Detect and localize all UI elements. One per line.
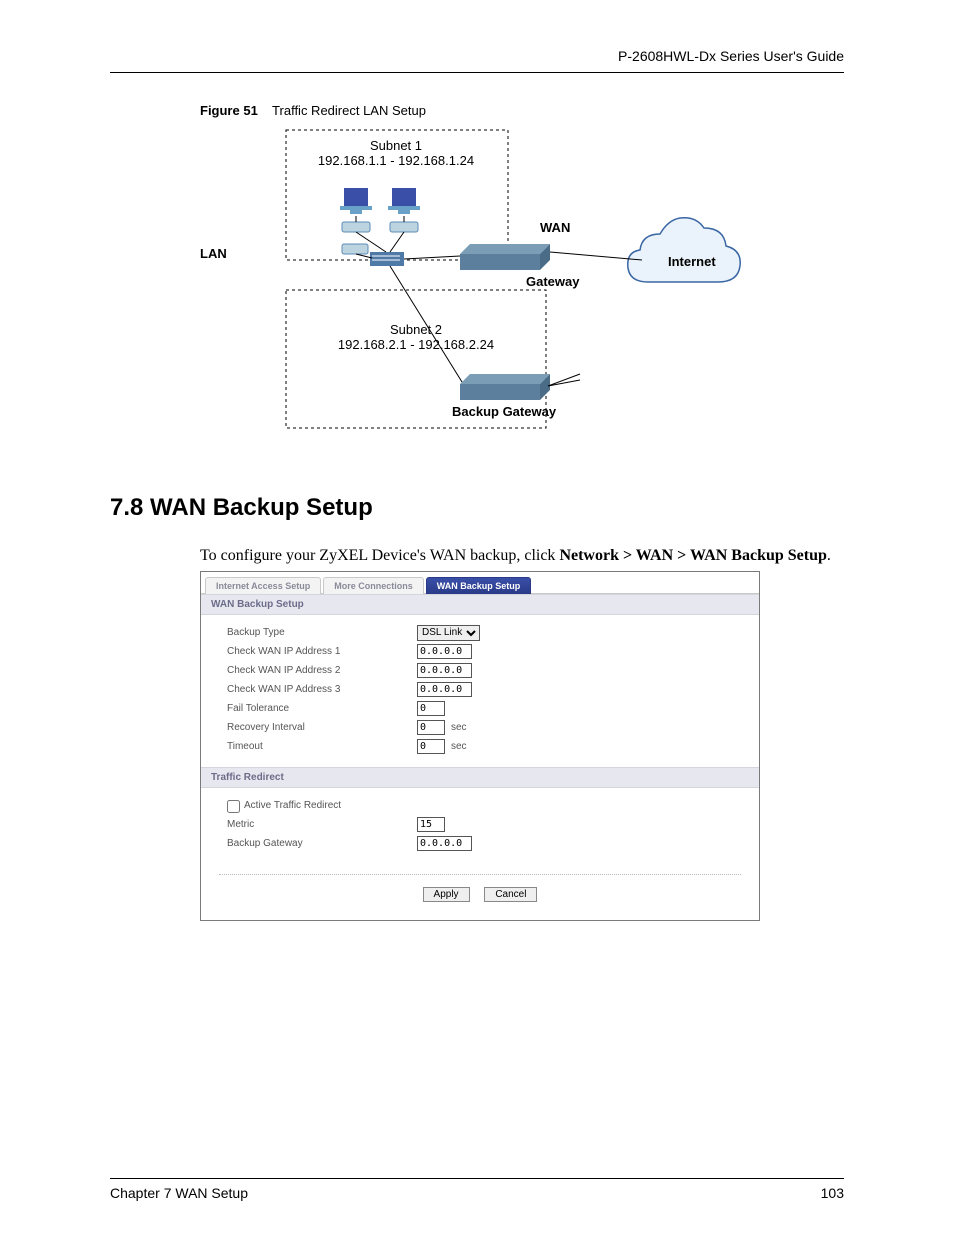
label-backup-gateway: Backup Gateway [227,838,417,849]
para-text-2: . [827,547,831,564]
doc-header: P-2608HWL-Dx Series User's Guide [110,48,844,64]
input-recovery-interval[interactable] [417,720,445,735]
figure-caption: Figure 51 Traffic Redirect LAN Setup [200,103,844,118]
section-bar-traffic-redirect: Traffic Redirect [201,767,759,788]
wan-label: WAN [540,220,570,235]
figure-number: Figure 51 [200,103,258,118]
label-backup-type: Backup Type [227,627,417,638]
label-check-ip3: Check WAN IP Address 3 [227,684,417,695]
unit-sec-2: sec [451,741,467,752]
input-metric[interactable] [417,817,445,832]
input-check-ip1[interactable] [417,644,472,659]
internet-label: Internet [668,254,716,269]
para-bold: Network > WAN > WAN Backup Setup [559,547,826,564]
section-bar-wan-backup: WAN Backup Setup [201,594,759,615]
label-active-traffic-redirect: Active Traffic Redirect [244,800,341,811]
footer-chapter: Chapter 7 WAN Setup [110,1185,248,1201]
label-check-ip2: Check WAN IP Address 2 [227,665,417,676]
header-rule [110,72,844,73]
input-check-ip3[interactable] [417,682,472,697]
wan-backup-ui: Internet Access Setup More Connections W… [200,571,760,921]
button-row: Apply Cancel [219,874,741,920]
network-diagram: Subnet 1 192.168.1.1 - 192.168.1.24 LAN … [200,124,760,434]
input-timeout[interactable] [417,739,445,754]
tab-internet-access[interactable]: Internet Access Setup [205,577,321,594]
input-fail-tolerance[interactable] [417,701,445,716]
label-timeout: Timeout [227,741,417,752]
traffic-redirect-form: Active Traffic Redirect Metric Backup Ga… [201,788,759,864]
wan-backup-form: Backup Type DSL Link Check WAN IP Addres… [201,615,759,767]
footer-rule [110,1178,844,1179]
label-recovery-interval: Recovery Interval [227,722,417,733]
subnet1-title: Subnet 1 [370,138,422,153]
tab-wan-backup-setup[interactable]: WAN Backup Setup [426,577,532,594]
cancel-button[interactable]: Cancel [484,887,537,902]
tab-bar: Internet Access Setup More Connections W… [201,572,759,594]
section-paragraph: To configure your ZyXEL Device's WAN bac… [200,546,844,567]
select-backup-type[interactable]: DSL Link [417,625,480,641]
backup-gateway-label: Backup Gateway [452,404,556,419]
label-metric: Metric [227,819,417,830]
input-backup-gateway[interactable] [417,836,472,851]
para-text-1: To configure your ZyXEL Device's WAN bac… [200,547,559,564]
unit-sec-1: sec [451,722,467,733]
section-heading: 7.8 WAN Backup Setup [110,494,844,522]
tab-more-connections[interactable]: More Connections [323,577,424,594]
subnet2-range: 192.168.2.1 - 192.168.2.24 [338,337,494,352]
apply-button[interactable]: Apply [423,887,470,902]
label-check-ip1: Check WAN IP Address 1 [227,646,417,657]
footer-page-number: 103 [821,1185,844,1201]
checkbox-active-traffic-redirect[interactable] [227,800,240,813]
lan-label: LAN [200,246,227,261]
input-check-ip2[interactable] [417,663,472,678]
gateway-label: Gateway [526,274,579,289]
figure-title: Traffic Redirect LAN Setup [272,103,426,118]
label-fail-tolerance: Fail Tolerance [227,703,417,714]
subnet2-title: Subnet 2 [390,322,442,337]
subnet1-range: 192.168.1.1 - 192.168.1.24 [318,153,474,168]
